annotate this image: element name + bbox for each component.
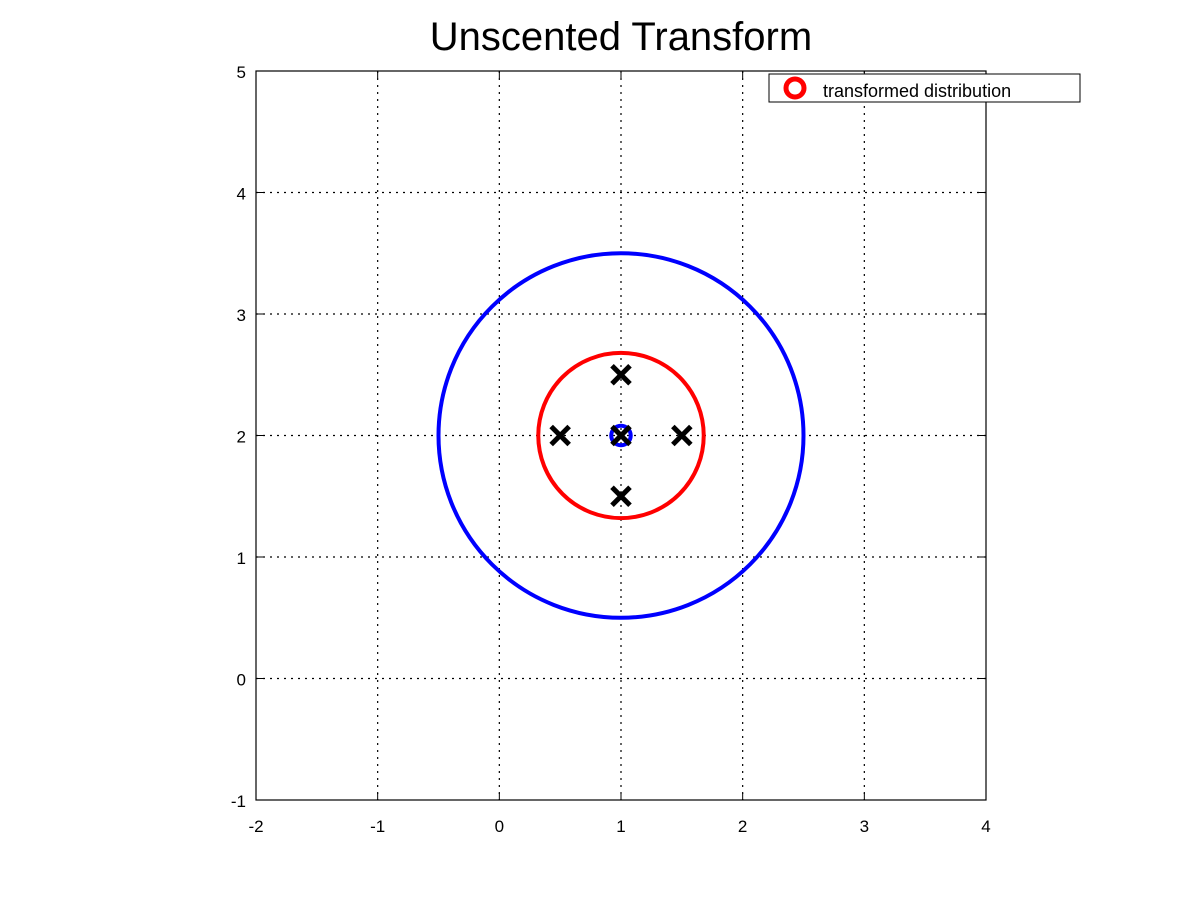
legend-box bbox=[768, 73, 1081, 103]
legend-label-transformed-distribution: transformed distribution bbox=[823, 81, 1011, 101]
x-tick-label: -1 bbox=[370, 817, 385, 836]
y-tick-label: 5 bbox=[237, 63, 246, 82]
x-tick-label: 1 bbox=[616, 817, 625, 836]
x-tick-label: 4 bbox=[981, 817, 990, 836]
covariance-ellipse-0 bbox=[436, 251, 806, 620]
sigma-point-marker bbox=[610, 363, 632, 386]
sigma-point-marker bbox=[610, 424, 632, 447]
sigma-point-stroke bbox=[549, 424, 571, 447]
x-tick-label: 3 bbox=[860, 817, 869, 836]
chart-title: Unscented Transform bbox=[430, 15, 812, 59]
y-tick-label: 3 bbox=[237, 306, 246, 325]
sigma-point-stroke bbox=[610, 363, 632, 386]
sigma-point-stroke bbox=[610, 424, 632, 447]
sigma-point-stroke bbox=[610, 485, 632, 508]
y-tick-label: 0 bbox=[237, 671, 246, 690]
sigma-point-marker bbox=[610, 485, 632, 508]
y-tick-label: 2 bbox=[237, 428, 246, 447]
y-tick-label: 1 bbox=[237, 549, 246, 568]
sigma-point-marker bbox=[549, 424, 571, 447]
legend: transformed distribution bbox=[768, 73, 1081, 103]
y-tick-label: -1 bbox=[231, 792, 246, 811]
x-tick-label: -2 bbox=[248, 817, 263, 836]
plot-area bbox=[436, 251, 806, 620]
x-tick-label: 2 bbox=[738, 817, 747, 836]
legend-marker-transformed-distribution bbox=[783, 76, 807, 100]
x-tick-label: 0 bbox=[495, 817, 504, 836]
y-tick-label: 4 bbox=[237, 185, 246, 204]
sigma-point-marker bbox=[671, 424, 693, 447]
covariance-ellipse-1 bbox=[536, 350, 706, 521]
covariance-ellipse-2 bbox=[609, 423, 633, 448]
sigma-point-stroke bbox=[671, 424, 693, 447]
